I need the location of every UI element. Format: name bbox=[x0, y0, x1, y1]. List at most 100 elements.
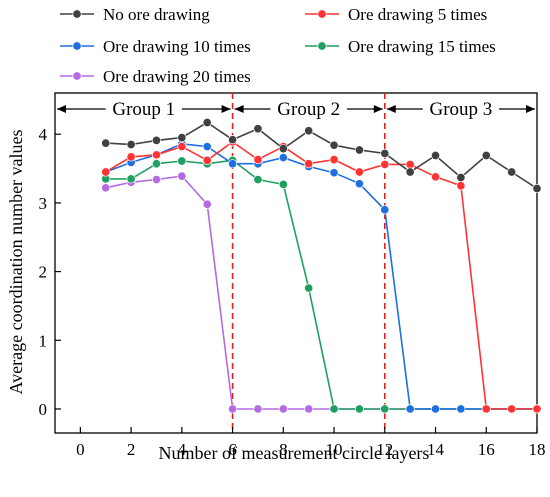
y-tick-label: 1 bbox=[39, 331, 48, 350]
y-tick-label: 3 bbox=[39, 194, 48, 213]
data-point bbox=[456, 404, 466, 414]
data-point bbox=[380, 404, 390, 414]
data-point bbox=[228, 159, 238, 169]
x-tick-label: 0 bbox=[76, 440, 85, 459]
data-point bbox=[354, 167, 364, 177]
data-point bbox=[202, 155, 212, 165]
legend-label: Ore drawing 15 times bbox=[348, 37, 496, 56]
data-point bbox=[354, 404, 364, 414]
data-point bbox=[253, 174, 263, 185]
legend-item: Ore drawing 10 times bbox=[60, 37, 251, 56]
data-point bbox=[380, 159, 390, 169]
data-point bbox=[329, 140, 339, 150]
legend-item: Ore drawing 5 times bbox=[305, 5, 487, 24]
data-point bbox=[456, 181, 466, 191]
data-point bbox=[380, 148, 390, 158]
legend-item: Ore drawing 15 times bbox=[305, 37, 496, 56]
data-point bbox=[126, 174, 136, 184]
x-tick-label: 16 bbox=[478, 440, 495, 459]
data-point bbox=[151, 174, 162, 185]
series-3 bbox=[101, 139, 542, 414]
data-point bbox=[405, 159, 415, 169]
data-point bbox=[151, 150, 162, 160]
data-point bbox=[354, 145, 364, 155]
data-point bbox=[151, 159, 162, 169]
data-point bbox=[481, 404, 491, 414]
x-tick-label: 12 bbox=[376, 440, 393, 459]
arrow-head-right bbox=[526, 105, 535, 113]
legend-label: Ore drawing 20 times bbox=[103, 67, 251, 86]
legend-swatch-marker bbox=[72, 71, 82, 81]
data-point bbox=[202, 142, 212, 152]
data-point bbox=[278, 153, 288, 163]
plot-frame bbox=[54, 92, 538, 434]
legend-swatch-marker bbox=[72, 41, 82, 51]
group-label: Group 2 bbox=[277, 99, 340, 120]
data-point bbox=[532, 404, 542, 414]
data-point bbox=[304, 126, 314, 136]
data-point bbox=[304, 159, 314, 169]
arrow-head-left bbox=[234, 105, 244, 113]
x-tick-label: 8 bbox=[279, 440, 288, 459]
legend-label: No ore drawing bbox=[103, 5, 210, 24]
data-point bbox=[177, 133, 187, 143]
y-tick-label: 0 bbox=[39, 400, 48, 419]
data-point bbox=[304, 283, 314, 293]
data-point bbox=[430, 150, 441, 161]
y-tick-label: 4 bbox=[39, 125, 48, 144]
series-line bbox=[105, 140, 537, 410]
legend-item: Ore drawing 20 times bbox=[60, 67, 251, 86]
series-2 bbox=[101, 137, 542, 414]
arrow-head-right bbox=[221, 105, 231, 113]
series-5 bbox=[101, 171, 542, 414]
data-point bbox=[202, 199, 212, 209]
data-point bbox=[228, 404, 238, 414]
data-point bbox=[101, 167, 111, 177]
data-point bbox=[380, 205, 390, 215]
data-point bbox=[177, 142, 187, 152]
x-axis-title: Number of measurement circle layers bbox=[159, 443, 430, 463]
series-layer bbox=[101, 117, 542, 414]
data-point bbox=[278, 144, 288, 154]
data-point bbox=[101, 138, 111, 148]
legend-swatch-marker bbox=[317, 9, 327, 19]
arrow-head-left bbox=[386, 105, 396, 113]
legend-item: No ore drawing bbox=[60, 5, 210, 24]
data-point bbox=[532, 183, 542, 194]
data-point bbox=[481, 150, 491, 161]
x-tick-label: 18 bbox=[529, 440, 546, 459]
x-tick-label: 2 bbox=[127, 440, 136, 459]
legend-label: Ore drawing 5 times bbox=[348, 5, 487, 24]
arrow-head-left bbox=[57, 105, 66, 113]
data-point bbox=[507, 167, 517, 177]
series-line bbox=[105, 142, 537, 410]
series-4 bbox=[101, 155, 542, 414]
series-line bbox=[105, 121, 538, 190]
data-point bbox=[253, 155, 263, 165]
data-point bbox=[329, 404, 339, 414]
legend: No ore drawing Ore drawing 5 times Ore dra… bbox=[60, 5, 496, 86]
data-point bbox=[253, 124, 263, 134]
x-tick-label: 6 bbox=[228, 440, 237, 459]
data-point bbox=[354, 179, 364, 189]
data-point bbox=[177, 156, 187, 166]
data-point bbox=[202, 117, 212, 128]
data-point bbox=[430, 172, 441, 182]
group-annotations: Group 1 Group 2 Group 3 bbox=[57, 99, 535, 120]
data-point bbox=[329, 168, 339, 178]
data-point bbox=[253, 404, 263, 414]
arrow-head-right bbox=[373, 105, 383, 113]
data-point bbox=[405, 167, 415, 177]
data-point bbox=[278, 179, 288, 189]
data-point bbox=[430, 404, 441, 414]
data-point bbox=[278, 404, 288, 414]
data-point bbox=[405, 404, 415, 414]
group-label: Group 3 bbox=[429, 99, 492, 120]
x-tick-label: 4 bbox=[178, 440, 187, 459]
data-point bbox=[177, 171, 187, 181]
y-tick-label: 2 bbox=[39, 263, 48, 282]
group-boundaries bbox=[231, 93, 386, 433]
x-tick-label: 10 bbox=[326, 440, 343, 459]
